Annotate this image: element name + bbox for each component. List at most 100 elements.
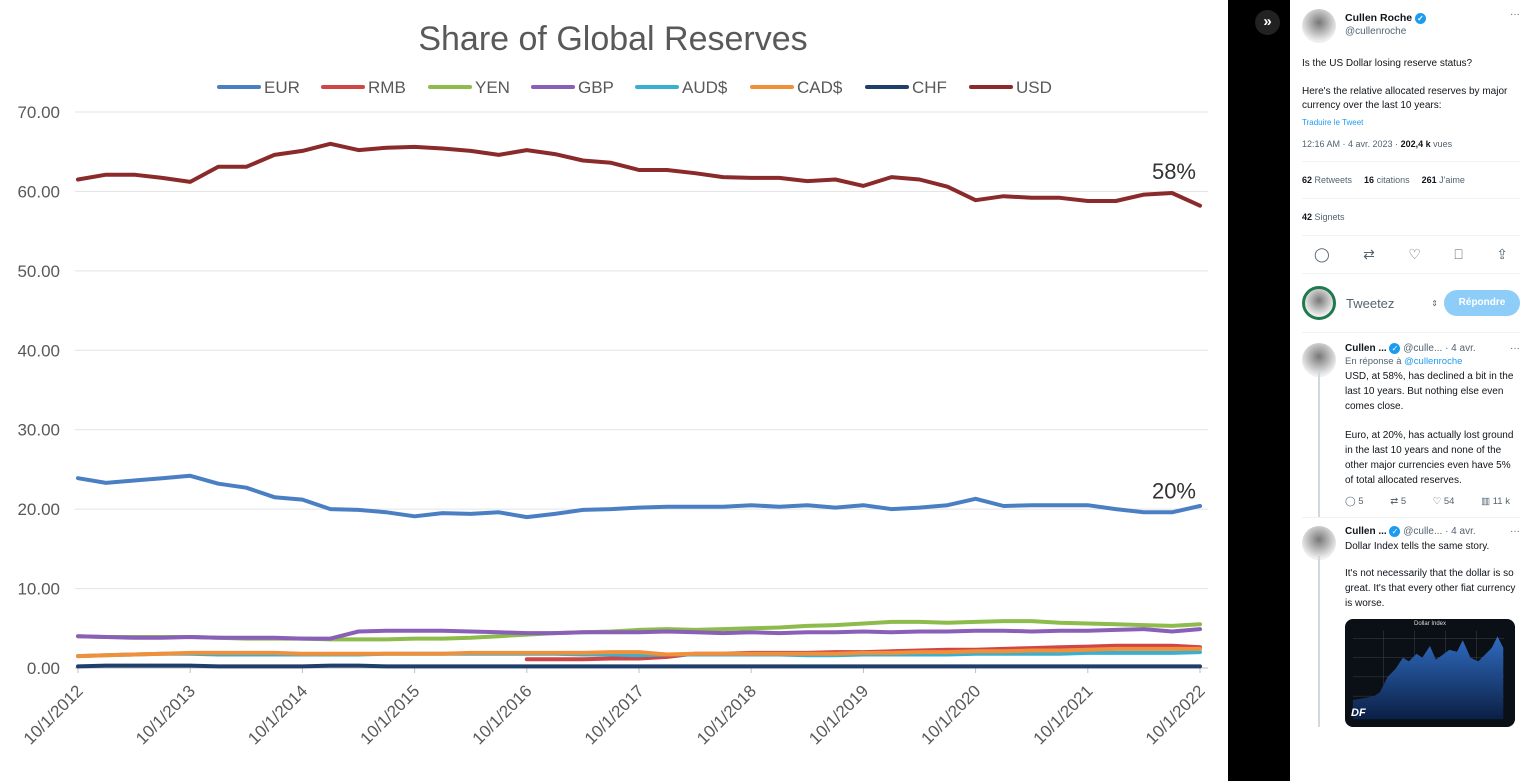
divider	[1302, 235, 1520, 236]
more-options-icon[interactable]: ···	[1510, 526, 1520, 538]
reply-count: 5	[1358, 496, 1364, 508]
x-tick-label: 10/1/2013	[132, 681, 199, 748]
reply-avatar[interactable]	[1302, 526, 1336, 561]
reply-tweet: Cullen ... ✓ @culle... · 4 avr. ··· En r…	[1302, 333, 1520, 518]
timestamp: 12:16 AM · 4 avr. 2023 ·	[1302, 139, 1401, 149]
y-tick-label: 50.00	[17, 262, 60, 281]
series-line-gbp	[76, 627, 1202, 641]
retweet-count-button[interactable]: ⇄ 5	[1390, 496, 1407, 508]
x-tick-label: 10/1/2015	[357, 681, 424, 748]
x-tick-label: 10/1/2018	[693, 681, 760, 748]
y-tick-label: 10.00	[17, 580, 60, 599]
reply-context: En réponse à @cullenroche	[1345, 356, 1520, 367]
reply-author[interactable]: Cullen ...	[1345, 526, 1387, 538]
bookmark-icon[interactable]: ⎕	[1454, 246, 1463, 262]
x-tick-label: 10/1/2014	[244, 681, 311, 748]
retweet-count: 5	[1400, 496, 1407, 508]
series-line-cad	[76, 646, 1202, 659]
views-count: 11 k	[1492, 496, 1510, 508]
dollar-index-chart	[1352, 630, 1505, 720]
reply-text-2: Euro, at 20%, has actually lost ground i…	[1345, 430, 1514, 487]
legend-label-aud: AUD$	[682, 78, 728, 97]
retweet-icon[interactable]: ⇄	[1363, 246, 1375, 262]
divider	[1302, 161, 1520, 162]
y-tick-label: 70.00	[17, 103, 60, 122]
quotes-count: 16	[1364, 175, 1375, 185]
likes-label: J'aime	[1436, 175, 1465, 185]
compose-input[interactable]: Tweetez	[1346, 295, 1395, 311]
views-label: vues	[1430, 139, 1453, 149]
chart-image: Share of Global Reserves 0.00 10.00 20.00 3…	[17, 20, 1209, 749]
retweets-label: Retweets	[1312, 175, 1353, 185]
reply-date[interactable]: · 4 avr.	[1445, 526, 1476, 538]
translate-link[interactable]: Traduire le Tweet	[1302, 118, 1364, 127]
verified-badge-icon: ✓	[1389, 526, 1401, 538]
divider	[1302, 517, 1520, 519]
reply-to-link[interactable]: @cullenroche	[1404, 356, 1463, 368]
x-tick-label: 10/1/2020	[918, 681, 985, 748]
tweet-header: Cullen Roche ✓ @cullenroche ···	[1302, 9, 1520, 43]
x-tick-label: 10/1/2012	[20, 681, 87, 748]
legend-label-eur: EUR	[264, 78, 300, 97]
user-avatar[interactable]	[1302, 286, 1336, 320]
views-count-button[interactable]: ▥ 11 k	[1481, 496, 1510, 508]
divider	[1302, 332, 1520, 333]
reply-date[interactable]: · 4 avr.	[1445, 343, 1476, 355]
reply-text-1: Dollar Index tells the same story.	[1345, 541, 1490, 553]
author-name[interactable]: Cullen Roche ✓	[1345, 12, 1510, 24]
share-icon[interactable]: ⇪	[1496, 246, 1508, 262]
legend-label-usd: USD	[1016, 78, 1052, 97]
legend-label-rmb: RMB	[368, 78, 406, 97]
x-tick-label: 10/1/2019	[805, 681, 872, 748]
reserves-line-chart: Share of Global Reserves 0.00 10.00 20.00 3…	[17, 20, 1209, 748]
scroll-stepper-icon[interactable]: ⇕	[1431, 298, 1438, 308]
tweet-panel: Cullen Roche ✓ @cullenroche ··· Is the U…	[1290, 0, 1530, 781]
likes-count: 261	[1421, 175, 1437, 185]
author-handle[interactable]: @cullenroche	[1345, 26, 1407, 37]
divider	[1302, 198, 1520, 199]
tweet-meta: 12:16 AM · 4 avr. 2023 · 202,4 k vues	[1302, 139, 1520, 149]
df-logo: DF	[1351, 707, 1366, 720]
likes-stat[interactable]: 261 J'aime	[1422, 175, 1465, 185]
legend-label-cad: CAD$	[797, 78, 843, 97]
reply-author[interactable]: Cullen ...	[1345, 343, 1387, 355]
author-name-text: Cullen Roche	[1345, 12, 1413, 24]
x-tick-label: 10/1/2017	[581, 681, 648, 748]
series-line-chf	[76, 663, 1202, 669]
bookmarks-stat[interactable]: 42 Signets	[1302, 199, 1520, 235]
annotation-usd: 58%	[1152, 159, 1196, 184]
reply-handle[interactable]: @culle...	[1403, 343, 1443, 355]
y-tick-label: 30.00	[17, 421, 60, 440]
tweet-text-1: Is the US Dollar losing reserve status?	[1302, 58, 1473, 69]
reply-handle[interactable]: @culle...	[1403, 526, 1443, 538]
more-options-icon[interactable]: ···	[1510, 343, 1520, 354]
quotes-label: citations	[1374, 175, 1410, 185]
dollar-index-image[interactable]: Dollar Index DF	[1345, 619, 1515, 728]
stats-row: 62 Retweets 16 citations 261 J'aime	[1302, 162, 1520, 198]
divider	[1302, 273, 1520, 274]
compose-row: Tweetez ⇕ Répondre	[1302, 274, 1520, 332]
reply-tweet: Cullen ... ✓ @culle... · 4 avr. ··· Doll…	[1302, 518, 1520, 728]
like-icon[interactable]: ♡	[1408, 246, 1421, 262]
y-tick-label: 20.00	[17, 500, 60, 519]
x-tick-label: 10/1/2021	[1030, 681, 1097, 748]
thread-line	[1318, 371, 1320, 518]
retweets-count: 62	[1302, 175, 1313, 185]
double-chevron-right-icon[interactable]: »	[1255, 10, 1280, 35]
x-tick-label: 10/1/2016	[469, 681, 536, 748]
legend-label-yen: YEN	[475, 78, 510, 97]
verified-badge-icon: ✓	[1389, 343, 1401, 354]
tweet-text-2: Here's the relative allocated reserves b…	[1302, 86, 1508, 111]
retweets-stat[interactable]: 62 Retweets	[1302, 175, 1352, 185]
like-count-button[interactable]: ♡ 54	[1432, 496, 1455, 508]
more-options-icon[interactable]: ···	[1510, 9, 1520, 20]
quotes-stat[interactable]: 16 citations	[1364, 175, 1410, 185]
reply-icon[interactable]: ◯	[1314, 246, 1330, 262]
reply-count-button[interactable]: ◯ 5	[1345, 496, 1364, 508]
avatar[interactable]	[1302, 9, 1336, 43]
reply-button[interactable]: Répondre	[1444, 290, 1520, 316]
y-tick-label: 40.00	[17, 341, 60, 360]
media-viewer-backdrop: »	[1228, 0, 1290, 781]
x-tick-label: 10/1/2022	[1142, 681, 1209, 748]
reply-text-2: It's not necessarily that the dollar is …	[1345, 568, 1516, 610]
